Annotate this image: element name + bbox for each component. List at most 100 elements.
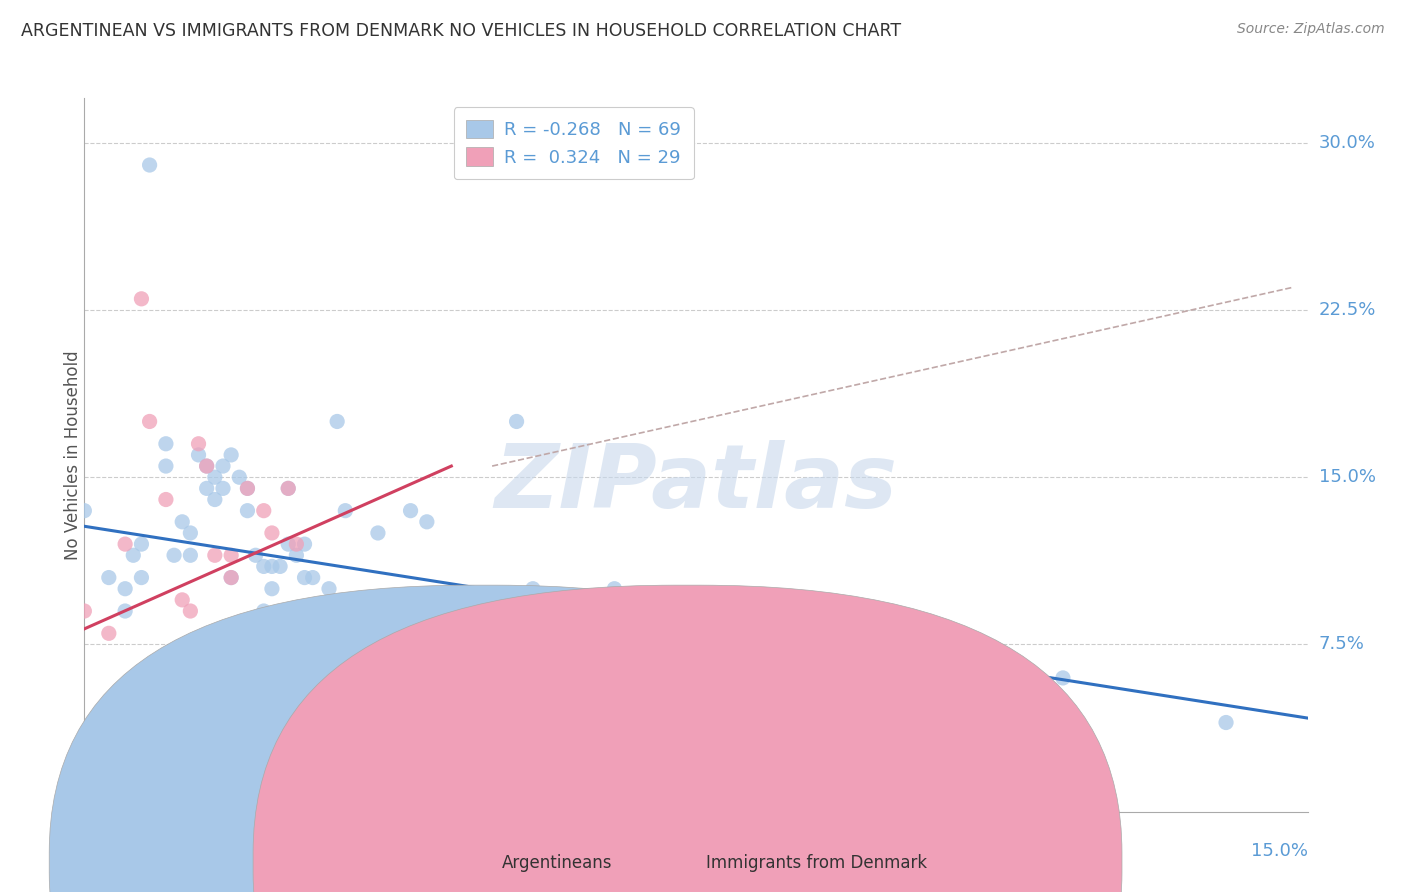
Point <box>457 615 479 630</box>
Point <box>399 660 422 674</box>
Point <box>204 492 226 507</box>
Point <box>318 615 340 630</box>
Point <box>603 582 626 596</box>
Point <box>359 615 381 630</box>
Point <box>342 637 364 651</box>
Point <box>97 626 120 640</box>
Point <box>335 503 357 517</box>
Point <box>367 526 389 541</box>
Point <box>399 503 422 517</box>
Point <box>131 292 153 306</box>
Point <box>228 470 250 484</box>
Text: 30.0%: 30.0% <box>1319 134 1375 152</box>
Point <box>375 592 398 607</box>
Point <box>236 482 259 496</box>
Point <box>260 559 283 574</box>
Text: ARGENTINEAN VS IMMIGRANTS FROM DENMARK NO VEHICLES IN HOUSEHOLD CORRELATION CHAR: ARGENTINEAN VS IMMIGRANTS FROM DENMARK N… <box>21 22 901 40</box>
Point <box>301 571 323 585</box>
Point <box>1215 715 1237 730</box>
Point <box>253 604 276 618</box>
Point <box>260 526 283 541</box>
Point <box>253 503 276 517</box>
Point <box>97 571 120 585</box>
Point <box>318 615 340 630</box>
Point <box>285 548 308 563</box>
Point <box>204 548 226 563</box>
Point <box>375 615 398 630</box>
Text: 22.5%: 22.5% <box>1319 301 1376 319</box>
Point <box>505 414 527 429</box>
Text: 15.0%: 15.0% <box>1319 468 1375 486</box>
Point <box>382 592 405 607</box>
Point <box>277 482 299 496</box>
Text: 15.0%: 15.0% <box>1250 842 1308 860</box>
Point <box>114 537 136 551</box>
Point <box>644 626 666 640</box>
Text: 0.0%: 0.0% <box>84 842 129 860</box>
Point <box>481 626 503 640</box>
Point <box>807 660 830 674</box>
Point <box>318 582 340 596</box>
Point <box>204 470 226 484</box>
Point <box>522 582 544 596</box>
Point <box>342 604 364 618</box>
Point <box>219 448 242 462</box>
Point <box>889 660 911 674</box>
Legend: R = -0.268   N = 69, R =  0.324   N = 29: R = -0.268 N = 69, R = 0.324 N = 29 <box>454 107 693 179</box>
Point <box>335 637 357 651</box>
Point <box>172 592 194 607</box>
Point <box>131 571 153 585</box>
Point <box>294 615 316 630</box>
Point <box>269 559 291 574</box>
Point <box>260 582 283 596</box>
Point <box>416 515 439 529</box>
Point <box>114 604 136 618</box>
Point <box>1052 671 1074 685</box>
Point <box>440 648 463 663</box>
Point <box>725 615 748 630</box>
Point <box>219 571 242 585</box>
Point <box>399 592 422 607</box>
Point <box>277 482 299 496</box>
Point <box>228 615 250 630</box>
Point <box>359 604 381 618</box>
Point <box>416 671 439 685</box>
Text: Source: ZipAtlas.com: Source: ZipAtlas.com <box>1237 22 1385 37</box>
Point <box>155 492 177 507</box>
Point <box>219 548 242 563</box>
Point <box>131 537 153 551</box>
Point <box>138 158 160 172</box>
Point <box>163 548 186 563</box>
Text: Argentineans: Argentineans <box>502 854 613 871</box>
Point <box>187 448 209 462</box>
Point <box>219 571 242 585</box>
Point <box>195 459 218 474</box>
Text: Immigrants from Denmark: Immigrants from Denmark <box>706 854 927 871</box>
Point <box>562 604 585 618</box>
Point <box>179 526 201 541</box>
Point <box>179 604 201 618</box>
Point <box>382 660 405 674</box>
Point <box>138 414 160 429</box>
Point <box>285 537 308 551</box>
Point <box>195 459 218 474</box>
Point <box>187 436 209 450</box>
Point <box>122 548 145 563</box>
Point <box>277 537 299 551</box>
Point <box>294 537 316 551</box>
Point <box>685 637 707 651</box>
Point <box>73 604 96 618</box>
Point <box>73 503 96 517</box>
Point <box>155 459 177 474</box>
Point <box>212 459 235 474</box>
Text: 7.5%: 7.5% <box>1319 635 1365 654</box>
Point <box>195 482 218 496</box>
Point <box>172 515 194 529</box>
Point <box>423 604 446 618</box>
Point <box>236 482 259 496</box>
Text: ZIPatlas: ZIPatlas <box>495 440 897 527</box>
Point <box>766 637 789 651</box>
Point <box>179 548 201 563</box>
Point <box>309 626 332 640</box>
Point <box>294 571 316 585</box>
